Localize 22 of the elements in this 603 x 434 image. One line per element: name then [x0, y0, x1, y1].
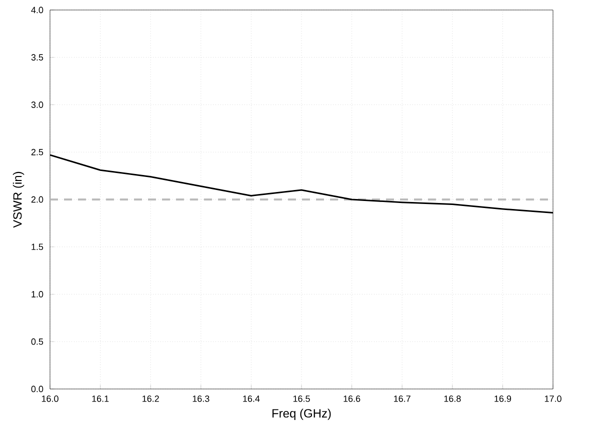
y-tick-label: 0.0 [31, 386, 44, 392]
x-tick-label: 16.5 [293, 396, 310, 402]
y-tick-label: 1.0 [32, 291, 44, 298]
y-tick-label: 3.0 [31, 102, 44, 108]
x-tick-label: 16.8 [444, 396, 461, 402]
x-tick-label: 16.2 [142, 396, 159, 402]
x-tick-label: 16.3 [192, 396, 210, 402]
x-tick-label: 16.0 [42, 396, 58, 402]
x-tick-label: 16.4 [243, 396, 260, 402]
x-tick-label: 16.9 [494, 396, 512, 402]
y-axis-title: VSWR (in) [12, 172, 24, 228]
y-tick-label: 4.0 [31, 6, 44, 14]
x-tick-label: 16.1 [92, 396, 109, 402]
y-tick-label: 1.5 [32, 244, 44, 250]
x-tick-label: 16.7 [394, 396, 410, 402]
y-tick-label: 0.5 [31, 338, 44, 345]
x-tick-label: 16.6 [344, 396, 360, 402]
x-tick-label: 17.0 [544, 396, 562, 402]
y-tick-label: 2.5 [31, 148, 44, 156]
y-tick-label: 3.5 [31, 54, 44, 61]
y-tick-label: 2.0 [31, 196, 44, 203]
x-axis-title: Freq (GHz) [272, 408, 331, 420]
